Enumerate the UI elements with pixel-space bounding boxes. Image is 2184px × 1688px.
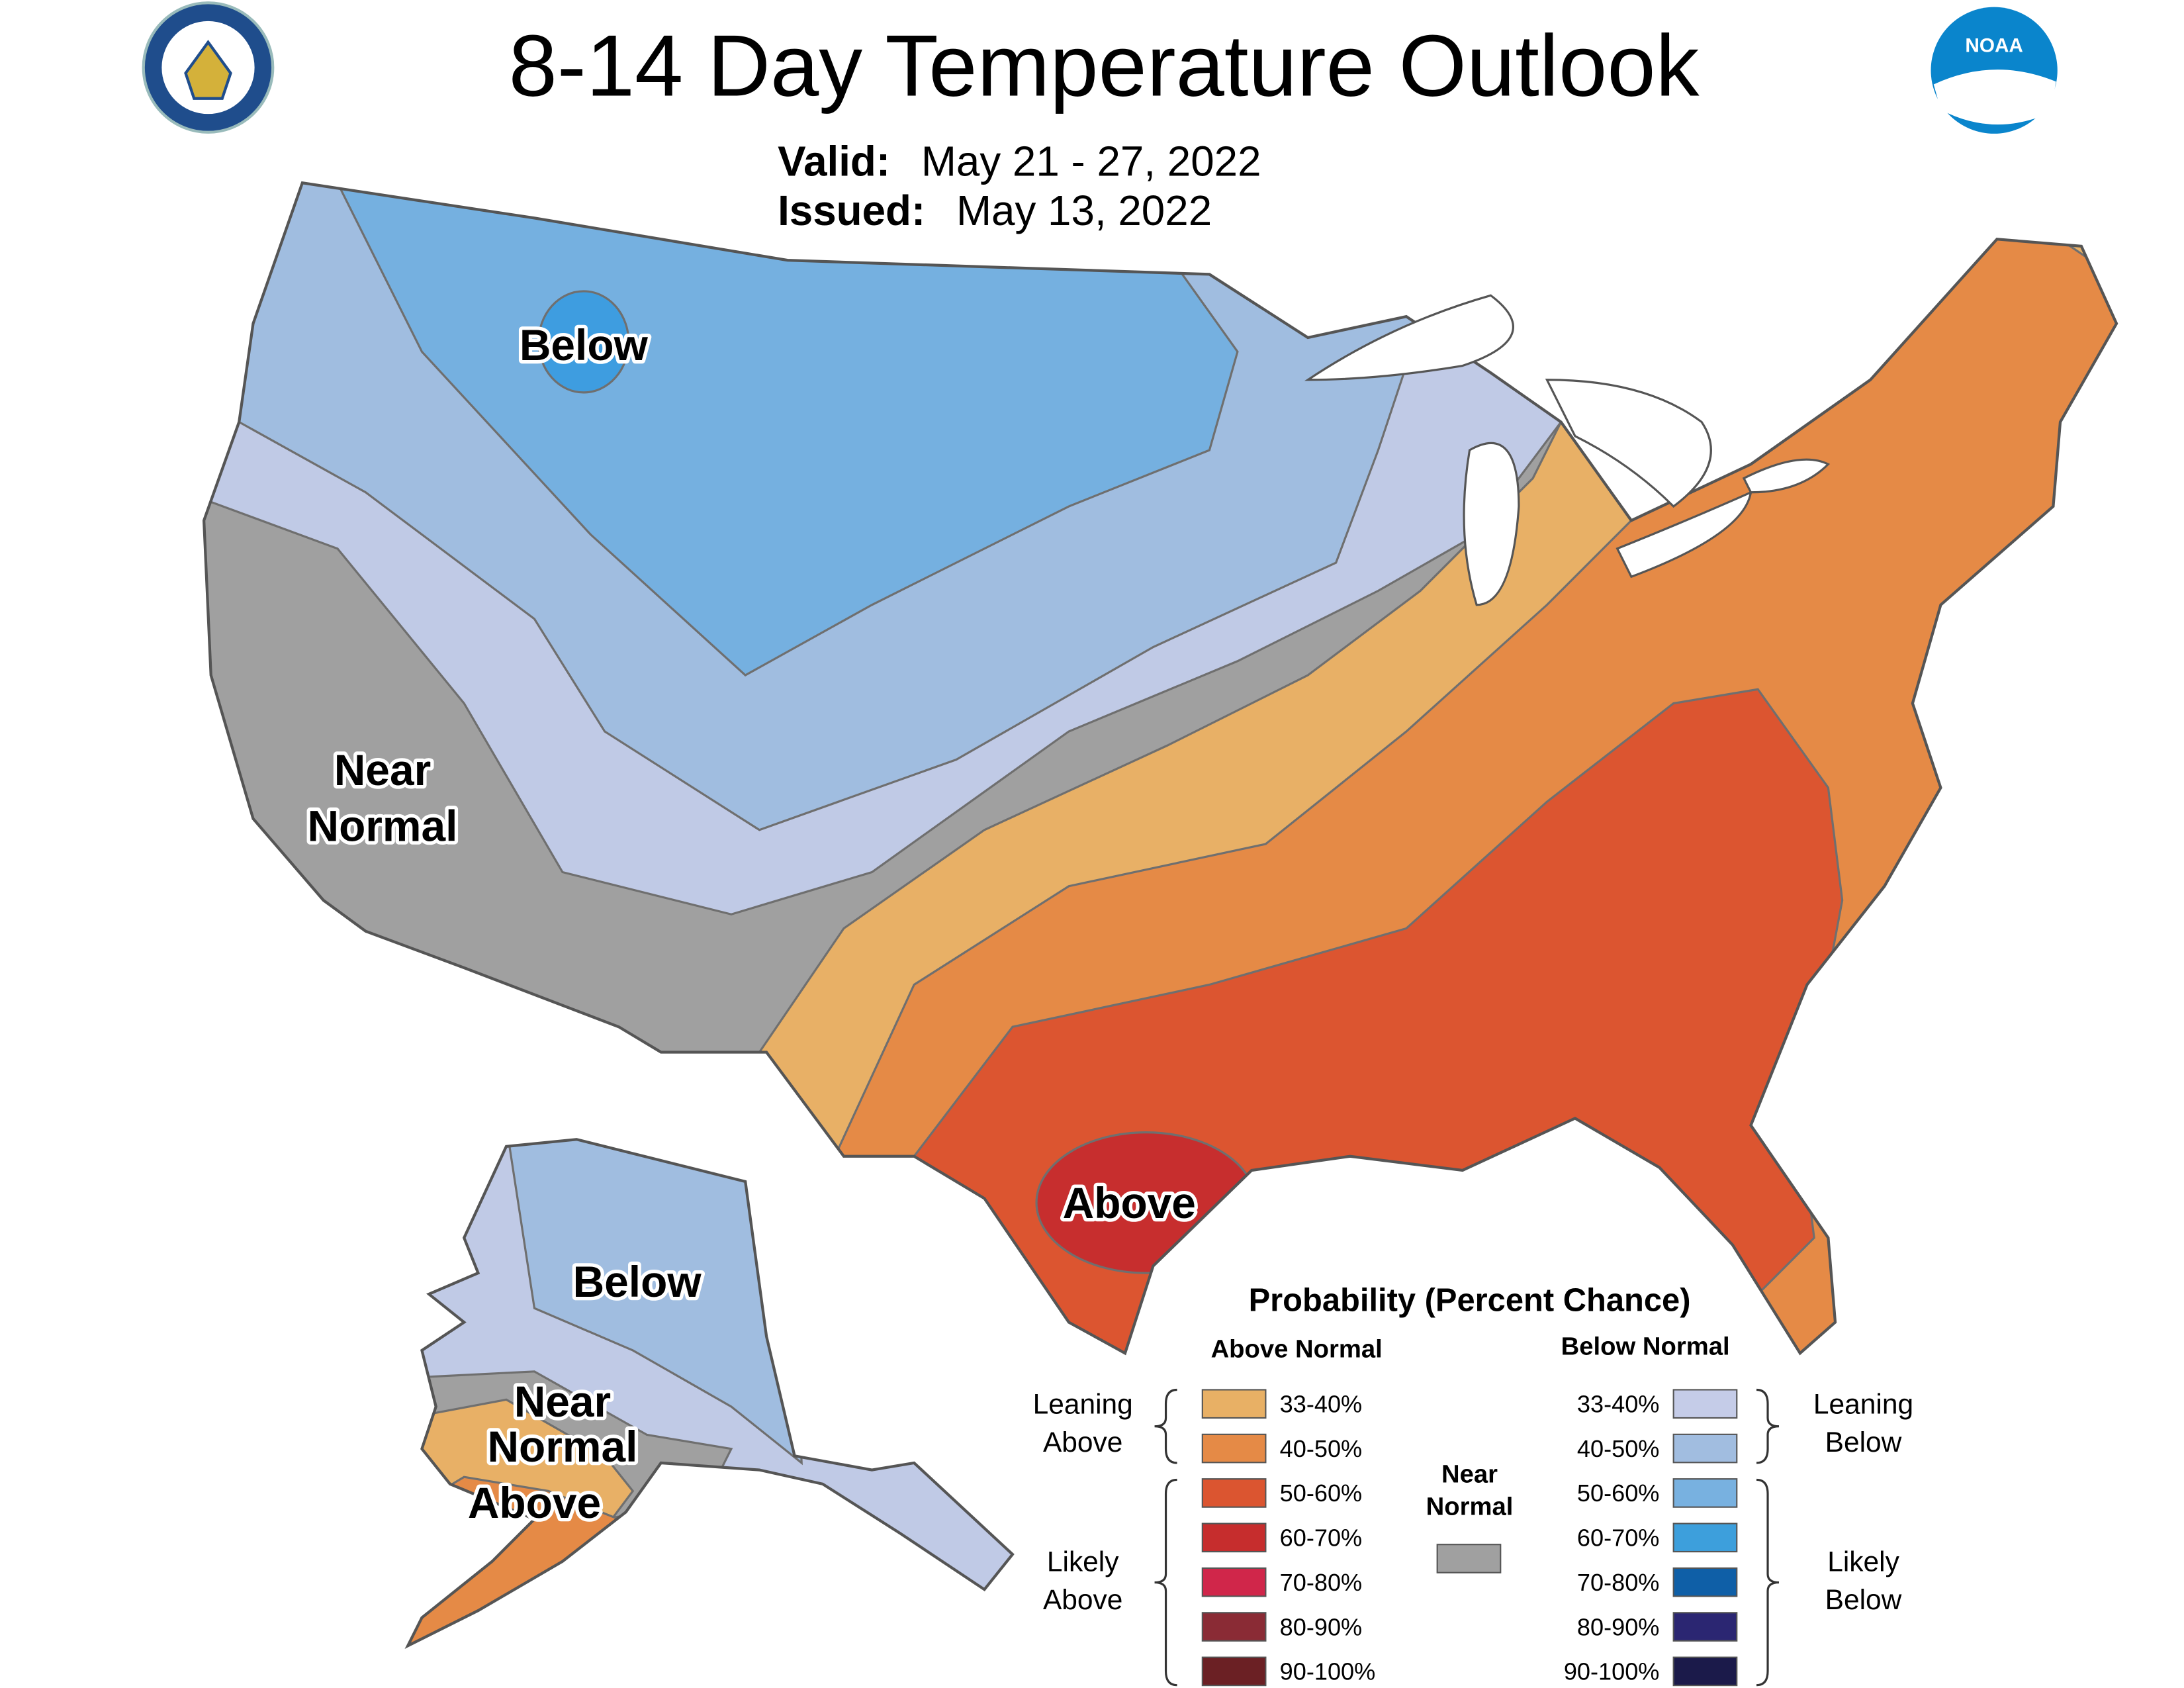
bracket-label: Leaning <box>1033 1389 1133 1421</box>
valid-date: May 21 - 27, 2022 <box>921 138 1261 185</box>
legend-label: 60-70% <box>1280 1524 1362 1552</box>
legend-swatch <box>1201 1523 1267 1553</box>
ak-below-40-region <box>505 1139 803 1466</box>
legend-swatch <box>1201 1656 1267 1687</box>
region-label: Near <box>514 1377 611 1426</box>
bracket-label: Below <box>1825 1585 1902 1616</box>
issued-date: May 13, 2022 <box>956 187 1212 234</box>
bracket-label: Likely <box>1827 1547 1899 1578</box>
legend-title: Probability (Percent Chance) <box>1249 1282 1691 1318</box>
noaa-text: NOAA <box>1965 35 2023 57</box>
legend-label: 60-70% <box>1577 1524 1659 1552</box>
bracket-label: Below <box>1825 1427 1902 1458</box>
region-label: Near <box>334 745 431 794</box>
legend-label: 90-100% <box>1280 1658 1376 1685</box>
near-normal-label: Near <box>1441 1460 1498 1489</box>
legend-label: 40-50% <box>1280 1435 1362 1462</box>
legend: Probability (Percent Chance) Above Normal… <box>1033 1282 1913 1687</box>
commerce-seal <box>142 1 275 134</box>
legend-swatch <box>1672 1433 1738 1464</box>
legend-swatch <box>1672 1478 1738 1508</box>
region-label: Normal <box>488 1422 638 1471</box>
legend-label: 70-80% <box>1280 1569 1362 1596</box>
region-label: Below <box>520 320 649 369</box>
legend-brace <box>1756 1388 1780 1464</box>
region-label: Above <box>1063 1178 1196 1227</box>
legend-swatch <box>1201 1612 1267 1642</box>
region-label: Normal <box>308 802 458 851</box>
bracket-label: Above <box>1043 1585 1122 1616</box>
legend-label: 40-50% <box>1577 1435 1659 1462</box>
valid-label: Valid: <box>778 138 890 185</box>
issued-label: Issued: <box>778 187 925 234</box>
legend-label: 80-90% <box>1577 1613 1659 1640</box>
legend-swatch <box>1436 1544 1502 1573</box>
legend-label: 70-80% <box>1577 1569 1659 1596</box>
great-lakes <box>1304 294 1831 606</box>
legend-label: 50-60% <box>1280 1479 1362 1507</box>
legend-swatch <box>1201 1433 1267 1464</box>
legend-label: 90-100% <box>1564 1658 1660 1685</box>
legend-swatch <box>1201 1478 1267 1508</box>
below-60-region <box>537 290 630 394</box>
title: 8-14 Day Temperature Outlook <box>509 17 1700 115</box>
legend-brace <box>1154 1478 1177 1687</box>
legend-label: 80-90% <box>1280 1613 1362 1640</box>
legend-swatch <box>1201 1389 1267 1419</box>
near-normal-label: Normal <box>1426 1493 1514 1521</box>
legend-label: 50-60% <box>1577 1479 1659 1507</box>
bracket-label: Likely <box>1047 1547 1119 1578</box>
bracket-label: Above <box>1043 1427 1122 1458</box>
legend-swatch <box>1672 1389 1738 1419</box>
legend-heading: Above Normal <box>1211 1335 1383 1364</box>
legend-heading: Below Normal <box>1561 1332 1730 1360</box>
region-label: Above <box>468 1478 601 1527</box>
legend-swatch <box>1672 1656 1738 1687</box>
legend-swatch <box>1672 1612 1738 1642</box>
below-50-region <box>328 183 1239 677</box>
legend-brace <box>1154 1388 1177 1464</box>
region-label: Below <box>573 1257 702 1306</box>
legend-label: 33-40% <box>1280 1390 1362 1417</box>
legend-swatch <box>1672 1567 1738 1597</box>
noaa-logo: NOAA <box>1931 7 2058 134</box>
legend-brace <box>1756 1478 1780 1687</box>
legend-label: 33-40% <box>1577 1390 1659 1417</box>
legend-swatch <box>1672 1523 1738 1553</box>
legend-swatch <box>1201 1567 1267 1597</box>
bracket-label: Leaning <box>1813 1389 1913 1421</box>
